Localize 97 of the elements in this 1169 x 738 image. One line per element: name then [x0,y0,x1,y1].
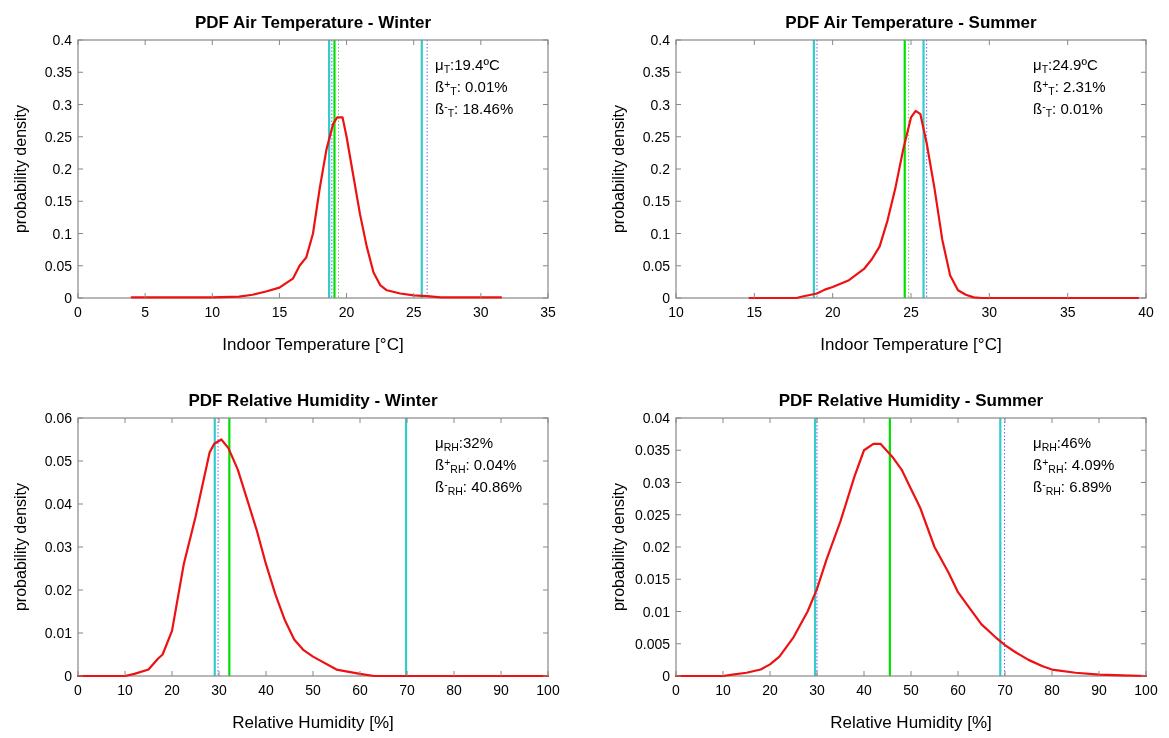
x-tick-label: 30 [981,304,998,320]
y-tick-label: 0.15 [44,193,73,210]
x-tick-label: 30 [473,304,489,320]
y-tick-label: 0.015 [634,571,671,588]
x-tick-label: 10 [668,304,684,320]
y-tick-label: 0 [64,290,73,306]
y-axis-title: probability density [12,104,29,234]
x-tick-label: 10 [715,682,731,698]
x-tick-label: 100 [536,682,560,698]
x-tick-label: 15 [271,304,288,320]
y-tick-label: 0.03 [642,474,671,491]
annotation: ß$^{+}$$_{RH}$: 4.09% [1033,455,1115,475]
x-tick-label: 40 [1138,304,1154,320]
y-tick-label: 0.035 [634,442,671,459]
x-axis-title: Indoor Temperature [°C] [820,335,1002,354]
y-tick-label: 0 [662,290,671,306]
x-axis-title: Indoor Temperature [°C] [222,335,404,354]
y-tick-label: 0.35 [642,64,671,81]
y-tick-label: 0.2 [650,161,671,177]
annotation: ß$^{-}$$_{T}$: 0.01% [1033,99,1103,119]
line-series [76,438,550,678]
annotation: μ$_{RH}$:46% [1033,434,1092,453]
annotation: μ$_{RH}$:32% [435,434,494,453]
annotation: μ$_{T}$:24.9ºC [1033,56,1098,75]
y-tick-label: 0.03 [44,539,73,555]
annotation: ß$^{+}$$_{T}$: 2.31% [1033,77,1106,97]
y-tick-label: 0.2 [52,161,73,177]
line-series [130,116,503,299]
x-tick-label: 25 [405,304,422,320]
y-tick-label: 0 [64,668,73,684]
x-tick-label: 30 [809,682,825,698]
x-axis-title: Relative Humidity [%] [232,713,394,732]
y-tick-label: 0.01 [44,625,73,641]
annotation: ß$^{-}$$_{RH}$: 6.89% [1033,477,1112,497]
chart-title: PDF Air Temperature - Winter [195,13,432,32]
x-tick-label: 0 [74,304,83,320]
x-tick-label: 60 [950,682,966,698]
x-tick-label: 40 [856,682,872,698]
y-tick-label: 0 [662,668,671,684]
y-tick-label: 0.25 [642,128,671,145]
y-tick-label: 0.05 [44,453,73,469]
y-tick-label: 0.005 [634,635,671,652]
y-tick-label: 0.05 [44,257,73,274]
x-tick-label: 60 [352,682,368,698]
y-axis-title: probability density [12,482,29,612]
x-tick-label: 80 [446,682,462,698]
x-tick-label: 80 [1044,682,1060,698]
x-tick-label: 40 [258,682,274,698]
x-tick-label: 50 [305,682,321,698]
x-tick-label: 20 [164,682,180,698]
y-tick-label: 0.25 [44,128,73,145]
annotation: ß$^{-}$$_{T}$: 18.46% [435,99,514,119]
x-tick-label: 20 [824,304,841,320]
x-tick-label: 90 [1091,682,1107,698]
annotation: ß$^{+}$$_{RH}$: 0.04% [435,455,517,475]
x-tick-label: 20 [762,682,778,698]
y-tick-label: 0.1 [52,225,73,242]
x-tick-label: 5 [141,304,150,320]
x-tick-label: 25 [903,304,919,320]
y-tick-label: 0.3 [650,96,671,113]
chart-title: PDF Relative Humidity - Winter [188,391,438,410]
chart-title: PDF Relative Humidity - Summer [778,391,1044,410]
y-tick-label: 0.3 [52,96,73,113]
x-tick-label: 10 [204,304,221,320]
y-tick-label: 0.04 [642,410,671,426]
annotation: μ$_{T}$:19.4ºC [435,56,500,75]
y-tick-label: 0.01 [642,603,671,620]
x-tick-label: 10 [117,682,133,698]
y-tick-label: 0.05 [642,257,671,274]
x-tick-label: 70 [997,682,1013,698]
y-tick-label: 0.1 [650,225,671,242]
x-tick-label: 15 [746,304,763,320]
x-tick-label: 100 [1134,682,1158,698]
x-tick-label: 70 [399,682,415,698]
y-tick-label: 0.15 [642,193,671,210]
x-tick-label: 35 [1059,304,1076,320]
x-tick-label: 90 [493,682,509,698]
y-tick-label: 0.4 [52,32,73,48]
y-tick-label: 0.4 [650,32,671,48]
y-tick-label: 0.025 [634,506,671,523]
chart-title: PDF Air Temperature - Summer [785,13,1038,32]
annotation: ß$^{+}$$_{T}$: 0.01% [435,77,508,97]
y-axis-title: probability density [610,482,627,612]
x-tick-label: 0 [672,682,681,698]
x-tick-label: 30 [211,682,227,698]
x-tick-label: 0 [74,682,83,698]
y-axis-title: probability density [610,104,627,234]
y-tick-label: 0.04 [44,496,73,512]
annotation: ß$^{-}$$_{RH}$: 40.86% [435,477,523,497]
x-tick-label: 20 [338,304,355,320]
y-tick-label: 0.02 [642,539,671,555]
y-tick-label: 0.06 [44,410,73,426]
x-axis-title: Relative Humidity [%] [830,713,992,732]
x-tick-label: 35 [540,304,556,320]
x-tick-label: 50 [903,682,919,698]
y-tick-label: 0.35 [44,64,73,81]
y-tick-label: 0.02 [44,582,73,598]
